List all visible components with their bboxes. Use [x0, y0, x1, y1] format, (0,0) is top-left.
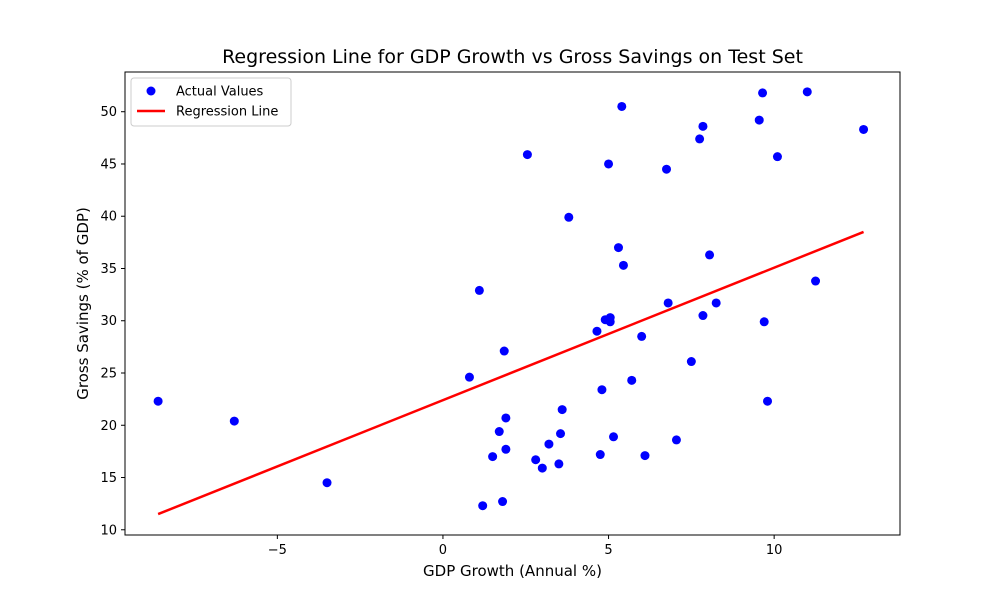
data-point	[617, 101, 627, 111]
x-axis-label: GDP Growth (Annual %)	[423, 562, 602, 580]
data-point	[488, 452, 498, 462]
data-point	[595, 450, 605, 460]
y-tick-label: 10	[100, 523, 117, 538]
data-point	[609, 432, 619, 442]
data-point	[322, 478, 332, 488]
plot-marks	[153, 87, 869, 516]
data-point	[494, 427, 504, 437]
data-point	[474, 285, 484, 295]
data-point	[618, 260, 628, 270]
y-tick-label: 20	[100, 419, 117, 434]
regression-line	[157, 230, 865, 516]
data-point	[695, 134, 705, 144]
data-point	[544, 439, 554, 449]
legend-marker-actual-values	[146, 86, 156, 96]
data-point	[498, 497, 508, 507]
data-point	[478, 501, 488, 511]
legend: Actual Values Regression Line	[130, 77, 292, 127]
x-tick-label: −5	[268, 543, 287, 558]
legend-label-regression-line: Regression Line	[176, 105, 278, 120]
data-point	[592, 326, 602, 336]
data-point	[637, 331, 647, 341]
y-tick-label: 45	[100, 157, 117, 172]
data-point	[464, 372, 474, 382]
data-point	[759, 317, 769, 327]
data-point	[662, 164, 672, 174]
y-tick-label: 35	[100, 262, 117, 277]
data-point	[531, 455, 541, 465]
data-point	[153, 396, 163, 406]
data-point	[501, 444, 511, 454]
data-point	[758, 88, 768, 98]
data-point	[772, 152, 782, 162]
data-point	[564, 212, 574, 222]
y-tick-label: 15	[100, 471, 117, 486]
y-tick-label: 30	[100, 314, 117, 329]
data-point	[499, 346, 509, 356]
chart-title: Regression Line for GDP Growth vs Gross …	[222, 46, 803, 68]
data-point	[557, 405, 567, 415]
y-tick-label: 25	[100, 367, 117, 382]
data-point	[597, 385, 607, 395]
data-point	[663, 298, 673, 308]
data-point	[811, 276, 821, 286]
data-point	[229, 416, 239, 426]
data-point	[605, 313, 615, 323]
data-point	[686, 357, 696, 367]
y-tick-label: 50	[100, 105, 117, 120]
x-axis-ticks: −5 0 5 10	[268, 535, 783, 558]
data-point	[698, 121, 708, 131]
data-point	[705, 250, 715, 260]
legend-label-actual-values: Actual Values	[176, 85, 264, 100]
data-point	[554, 459, 564, 469]
x-tick-label: 0	[439, 543, 447, 558]
x-tick-label: 5	[604, 543, 612, 558]
data-point	[613, 243, 623, 253]
data-point	[711, 298, 721, 308]
axes-frame	[124, 71, 901, 536]
data-point	[763, 396, 773, 406]
data-point	[802, 87, 812, 97]
y-tick-label: 40	[100, 210, 117, 225]
legend-box	[130, 77, 292, 127]
data-point	[698, 311, 708, 321]
data-point	[522, 150, 532, 160]
data-point	[640, 451, 650, 461]
data-point	[754, 115, 764, 125]
data-point	[537, 463, 547, 473]
y-axis-label: Gross Savings (% of GDP)	[74, 207, 92, 400]
x-tick-label: 10	[766, 543, 783, 558]
y-axis-ticks: 10 15 20 25 30 35 40 45 50	[100, 105, 125, 538]
data-point	[671, 435, 681, 445]
data-point	[627, 375, 637, 385]
data-point	[501, 413, 511, 423]
data-point	[556, 429, 566, 439]
data-point	[859, 124, 869, 134]
data-point	[604, 159, 614, 169]
